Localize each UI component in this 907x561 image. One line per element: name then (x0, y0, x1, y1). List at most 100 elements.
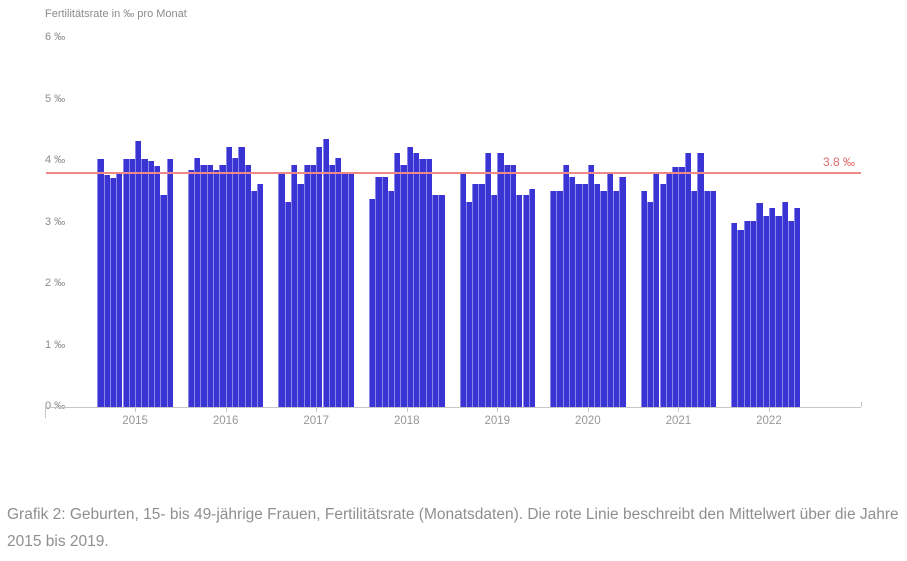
bar (257, 184, 264, 407)
bar (438, 195, 445, 407)
y-axis-tick-label: 0 ‰ (45, 400, 66, 412)
bar (516, 195, 523, 407)
bar (684, 153, 691, 407)
x-axis-year-tick (406, 408, 408, 412)
x-axis-year-tick (497, 408, 499, 412)
bar (375, 176, 382, 407)
bar (522, 195, 529, 407)
bar (509, 165, 517, 407)
bar (97, 159, 104, 407)
bar (297, 184, 304, 407)
bar (347, 172, 354, 407)
y-axis-tick-label: 2 ‰ (45, 277, 66, 289)
bar (691, 190, 698, 407)
x-axis-year-tick (316, 408, 318, 412)
bar (219, 165, 226, 407)
plot-area: 0 ‰ 1 ‰ 2 ‰ 3 ‰ 4 ‰ 5 ‰ 6 ‰ 2015 2016 2017 2018 201… (45, 31, 862, 427)
bar (303, 165, 310, 407)
bar (122, 158, 129, 407)
bar (575, 184, 582, 407)
bar (291, 165, 298, 407)
bar (581, 184, 588, 407)
bar (750, 220, 757, 407)
bar (328, 165, 336, 407)
bar (646, 202, 654, 407)
bar (147, 161, 154, 407)
bar (587, 165, 595, 407)
bar (187, 170, 195, 407)
bar (341, 172, 348, 407)
bar (431, 195, 439, 407)
bar (278, 172, 285, 407)
bar (472, 184, 479, 407)
x-axis-year-label: 2019 (484, 415, 511, 427)
bar (794, 208, 801, 407)
bar (562, 165, 569, 407)
bar (213, 169, 220, 407)
bar (756, 203, 763, 407)
bar (425, 158, 432, 407)
bar (400, 165, 407, 407)
bar (503, 165, 510, 407)
bar (250, 190, 258, 407)
bar (640, 190, 647, 407)
bar (709, 190, 717, 407)
bar (613, 190, 620, 407)
bar (459, 172, 466, 407)
bar (135, 140, 142, 407)
x-axis-year-tick (587, 408, 589, 412)
bar (568, 176, 576, 407)
bar (381, 176, 388, 407)
figure-caption: Grafik 2: Geburten, 15- bis 49-jährige F… (7, 506, 899, 550)
bar (731, 222, 738, 407)
y-axis-tick-label: 4 ‰ (45, 154, 66, 166)
y-axis-tick-label: 3 ‰ (45, 215, 66, 228)
x-axis-year-tick (768, 408, 770, 412)
bar (394, 153, 401, 407)
x-axis-year-label: 2021 (665, 415, 692, 427)
x-axis-end-tick (861, 402, 862, 407)
bar (128, 158, 136, 407)
bar (141, 158, 148, 407)
bar (465, 202, 473, 407)
reference-line-label: 3.8 ‰ (822, 155, 855, 170)
y-axis-tick-label: 6 ‰ (45, 31, 66, 43)
x-axis-year-label: 2020 (575, 415, 601, 427)
x-axis-line (45, 407, 861, 408)
bar (478, 184, 485, 407)
bar (491, 195, 498, 407)
x-axis-year-label: 2018 (393, 415, 420, 427)
bar (419, 158, 426, 407)
x-axis-year-label: 2022 (756, 415, 782, 427)
bar (550, 190, 557, 407)
bar (309, 165, 317, 407)
bar (781, 202, 788, 407)
bar (556, 190, 563, 407)
bar (594, 184, 601, 407)
bar (743, 220, 751, 407)
bar (154, 165, 161, 407)
bar (703, 190, 710, 407)
bar (672, 166, 679, 407)
bar (231, 157, 239, 407)
bar (284, 202, 291, 407)
bar (109, 177, 117, 407)
bar (244, 165, 251, 407)
bar (316, 146, 323, 407)
bar (775, 215, 782, 407)
x-axis-year-tick (678, 408, 680, 412)
bar (225, 146, 232, 407)
bar (322, 139, 329, 407)
bar (194, 157, 201, 407)
bar (368, 199, 376, 407)
bar (413, 153, 420, 407)
y-axis-tick-label: 5 ‰ (45, 92, 66, 105)
x-axis-year-label: 2015 (122, 415, 148, 427)
bar (200, 165, 207, 407)
bar (653, 172, 660, 407)
bar (103, 175, 110, 407)
bar (697, 153, 704, 407)
y-axis-tick-label: 1 ‰ (45, 338, 66, 351)
x-axis-end-tick (45, 407, 46, 418)
